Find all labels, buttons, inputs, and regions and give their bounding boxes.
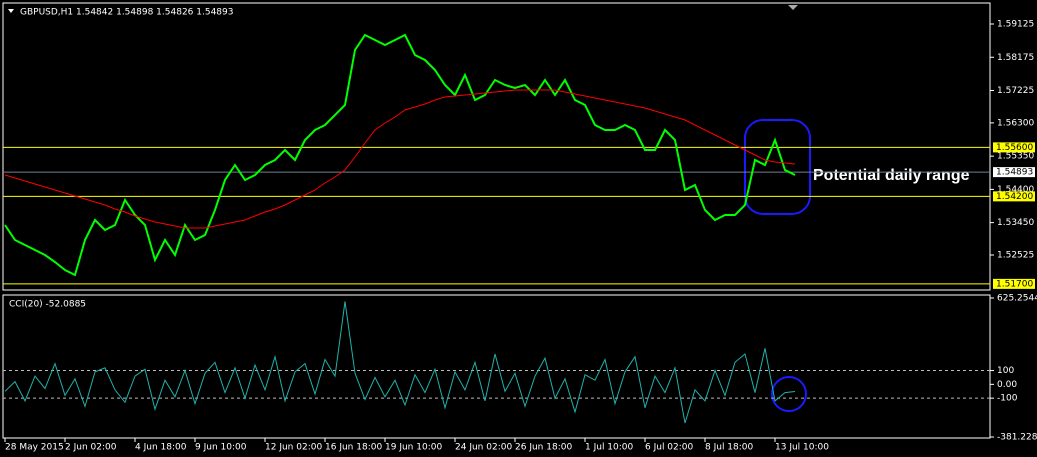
y-tick-label: -100 <box>997 394 1018 404</box>
cci-title: CCI(20) -52.0885 <box>9 300 86 310</box>
y-tick-label: 1.55350 <box>997 152 1034 162</box>
y-tick-label: 1.58175 <box>997 53 1034 63</box>
x-tick-label: 13 Jul 10:00 <box>775 443 829 453</box>
y-tick-label: 1.52525 <box>997 251 1034 261</box>
price-label-box <box>993 191 1035 202</box>
y-tick-label: 100 <box>997 366 1014 376</box>
shift-marker <box>788 5 798 10</box>
x-tick-label: 9 Jun 10:00 <box>195 443 247 453</box>
x-tick-label: 16 Jun 18:00 <box>325 443 382 453</box>
range-highlight <box>744 119 811 215</box>
y-tick-label: 1.59125 <box>997 20 1034 30</box>
price-label-box <box>993 167 1035 178</box>
y-tick-label: 1.56300 <box>997 118 1034 128</box>
price-title: GBPUSD,H1 1.54842 1.54898 1.54826 1.5489… <box>20 8 233 18</box>
price-label-box <box>993 278 1035 289</box>
x-tick-label: 8 Jul 18:00 <box>705 443 754 453</box>
y-tick-label: 625.2544 <box>997 294 1037 304</box>
y-tick-label: 1.53450 <box>997 218 1034 228</box>
cci-panel <box>2 294 991 439</box>
price-label: 1.54200 <box>996 192 1033 202</box>
series-line <box>4 89 796 229</box>
series-line <box>4 301 796 424</box>
x-tick-label: 2 Jun 02:00 <box>65 443 117 453</box>
annotation: Potential daily range <box>813 167 970 184</box>
x-tick-label: 4 Jun 18:00 <box>135 443 187 453</box>
x-tick-label: 1 Jul 10:00 <box>585 443 634 453</box>
menu-arrow <box>8 9 14 13</box>
price-label-box <box>993 142 1035 153</box>
x-tick-label: 26 Jun 18:00 <box>515 443 572 453</box>
price-panel <box>2 2 991 291</box>
x-tick-label: 19 Jun 10:00 <box>385 443 442 453</box>
price-label: 1.54893 <box>996 168 1033 178</box>
y-tick-label: -381.2285 <box>997 433 1037 443</box>
y-tick-label: 1.54400 <box>997 185 1034 195</box>
price-label: 1.55600 <box>996 143 1033 153</box>
y-tick-label: 1.57225 <box>997 86 1034 96</box>
x-tick-label: 6 Jul 02:00 <box>645 443 694 453</box>
x-tick-label: 28 May 2015 <box>5 443 64 453</box>
price-label: 1.51700 <box>996 279 1033 289</box>
x-tick-label: 12 Jun 02:00 <box>265 443 322 453</box>
cci-highlight <box>771 376 807 412</box>
y-tick-label: 0.00 <box>997 380 1017 390</box>
x-tick-label: 24 Jun 02:00 <box>455 443 512 453</box>
